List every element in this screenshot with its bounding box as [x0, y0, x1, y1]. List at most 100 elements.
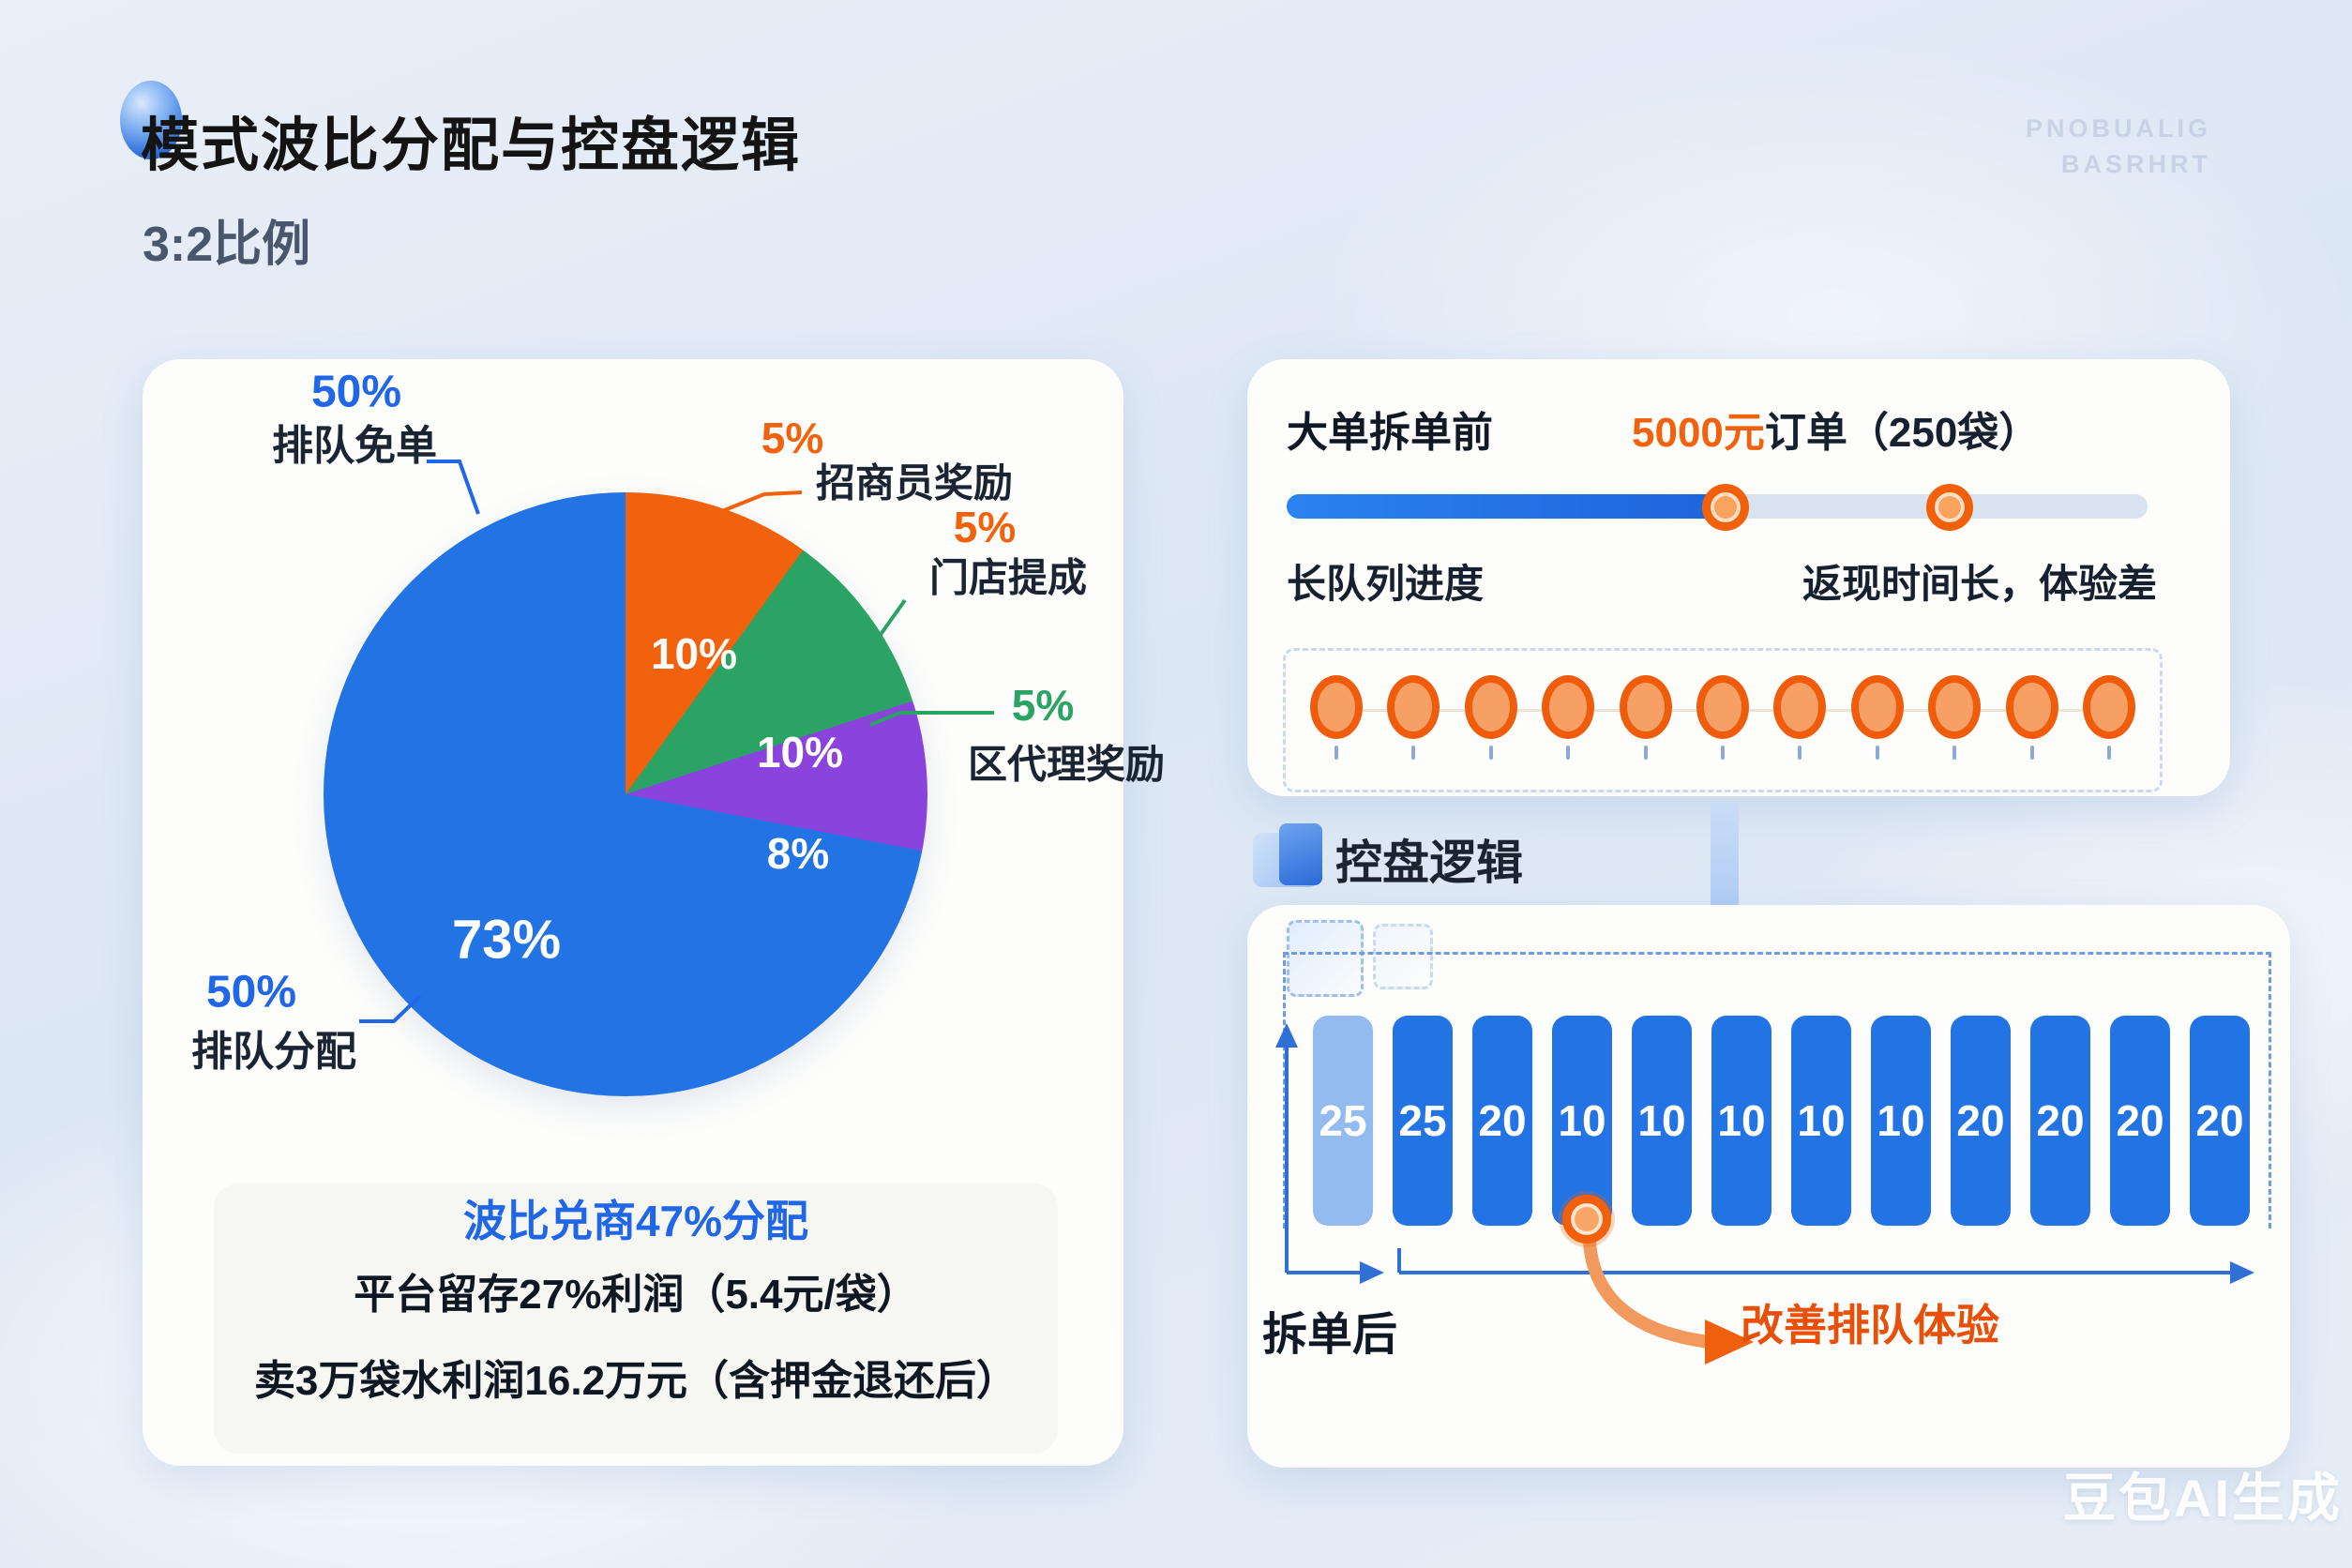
folder-icon [1253, 823, 1326, 891]
queue-dot [1696, 675, 1749, 760]
page-subtitle: 3:2比例 [143, 218, 311, 272]
queue-dot [1387, 675, 1440, 760]
slice-value-orange: 10% [650, 629, 738, 678]
ghost-box-icon-1 [1287, 920, 1364, 997]
queue-bar-value: 25 [1398, 1096, 1447, 1145]
bracket-lines [1275, 1023, 2254, 1364]
queue-dots-box [1283, 648, 2163, 792]
queue-bar-value: 10 [1797, 1096, 1846, 1145]
queue-bar: 10 [1791, 1016, 1851, 1226]
queue-bar: 20 [1951, 1016, 2011, 1226]
queue-bar: 20 [2030, 1016, 2090, 1226]
queue-bar-value: 25 [1319, 1096, 1367, 1145]
callout-pct-district-agent: 5% [1011, 681, 1075, 730]
queue-dot-icon [1928, 675, 1982, 739]
queue-bar-value: 10 [1637, 1096, 1686, 1145]
queue-dot-tick [2106, 746, 2111, 760]
queue-dot-tick [1411, 746, 1416, 760]
after-split-label: 拆单后 [1262, 1310, 1398, 1360]
ghost-box-icon-2 [1373, 924, 1433, 989]
summary-box: 波比兑商47%分配 平台留存27%利润（5.4元/袋） 卖3万袋水利润16.2万… [214, 1184, 1058, 1454]
summary-line2: 卖3万袋水利润16.2万元（含押金退还后） [253, 1358, 1018, 1404]
improve-experience-label: 改善排队体验 [1741, 1301, 1999, 1349]
label-cashback-slow: 返现时间长，体验差 [1802, 562, 2158, 606]
pie-chart [324, 492, 927, 1096]
queue-bar: 10 [1871, 1016, 1931, 1226]
queue-bar: 25 [1313, 1016, 1373, 1226]
callout-pct-queue-free: 50% [310, 367, 402, 417]
slider-handle-1[interactable] [1702, 484, 1750, 531]
queue-bar: 20 [1472, 1016, 1532, 1226]
label-queue-progress: 长队列进度 [1287, 562, 1485, 606]
queue-dot [1542, 675, 1595, 760]
queue-bar-value: 10 [1558, 1096, 1606, 1145]
split-panel-heading: 大单拆单前 [1287, 410, 1493, 456]
queue-dot-icon [2082, 675, 2135, 739]
callout-text-queue-free: 排队免单 [272, 423, 437, 469]
queue-dot-icon [1619, 675, 1672, 739]
queue-dot-tick [1798, 746, 1802, 760]
queue-dot [1850, 675, 1904, 760]
pie-card: 10% 10% 8% 73% 50% 排队免单 5% 招商员奖励 5% 门店提成… [143, 359, 1165, 1466]
order-label: 5000元订单（250袋） [1632, 399, 2040, 459]
callout-pct-queue-alloc: 50% [205, 967, 297, 1018]
queue-bar-value: 20 [2036, 1096, 2085, 1145]
queue-dot-icon [1542, 675, 1595, 739]
queue-dashed-frame [1283, 952, 2271, 1229]
queue-dot-icon [1696, 675, 1749, 739]
queue-dot [1310, 675, 1363, 760]
queue-bar: 20 [2110, 1016, 2170, 1226]
queue-dot-tick [2029, 746, 2034, 760]
summary-title: 波比兑商47%分配 [462, 1197, 809, 1245]
queue-dot-tick [1643, 746, 1648, 760]
control-panel-heading: 控盘逻辑 [1335, 837, 1523, 889]
callout-text-store: 门店提成 [928, 555, 1088, 600]
queue-bar: 20 [2190, 1016, 2250, 1226]
queue-dots-row [1310, 675, 2135, 760]
queue-bars: 25 25 20 10 10 10 10 10 20 20 20 20 [1313, 1016, 2250, 1226]
callout-pct-store: 5% [953, 503, 1017, 551]
summary-line1: 平台留存27%利润（5.4元/袋） [354, 1272, 918, 1318]
pie-leader-lines [359, 460, 994, 1023]
callout-text-district-agent: 区代理奖励 [967, 742, 1166, 787]
queue-dot [2082, 675, 2135, 760]
queue-bar: 10 [1552, 1016, 1612, 1226]
queue-dot [1928, 675, 1982, 760]
control-panel-card: 25 25 20 10 10 10 10 10 20 20 20 20 拆单后 [1247, 905, 2290, 1468]
callout-text-queue-alloc: 排队分配 [191, 1029, 356, 1075]
queue-bar: 10 [1632, 1016, 1692, 1226]
queue-dot-tick [1488, 746, 1493, 760]
slice-value-blue: 73% [451, 909, 562, 971]
queue-bar-value: 10 [1877, 1096, 1925, 1145]
queue-dot-tick [1720, 746, 1725, 760]
callout-pct-recruiter: 5% [761, 414, 824, 462]
queue-bar: 10 [1711, 1016, 1772, 1226]
queue-bar-value: 20 [1956, 1096, 2005, 1145]
progress-slider-fill [1287, 494, 1726, 519]
queue-dot-icon [2005, 675, 2058, 739]
watermark-top-line2: BASRHRT [2061, 150, 2211, 178]
callout-text-recruiter: 招商员奖励 [815, 460, 1014, 505]
queue-dot [1619, 675, 1672, 760]
order-detail: 订单（250袋） [1764, 410, 2041, 456]
queue-bar-value: 20 [1478, 1096, 1527, 1145]
queue-dot-icon [1387, 675, 1440, 739]
progress-slider[interactable] [1287, 484, 2148, 531]
queue-position-marker [1562, 1195, 1611, 1244]
queue-dot-tick [1952, 746, 1957, 760]
queue-dot-tick [1875, 746, 1879, 760]
queue-dot-icon [1310, 675, 1363, 739]
split-panel-card: 大单拆单前 5000元订单（250袋） 长队列进度 返现时间长，体验差 [1247, 359, 2230, 796]
watermark-bottom: 豆包AI生成 [2063, 1469, 2343, 1528]
queue-dot [2005, 675, 2058, 760]
slice-value-green: 10% [756, 728, 844, 776]
queue-bar-value: 20 [2195, 1096, 2244, 1145]
slider-handle-2[interactable] [1925, 484, 1973, 531]
queue-bar-value: 10 [1717, 1096, 1766, 1145]
queue-dot-icon [1850, 675, 1904, 739]
watermark-top: PNOBUALIG BASRHRT [2026, 111, 2211, 182]
queue-bar: 25 [1393, 1016, 1453, 1226]
slice-value-purple: 8% [766, 829, 830, 878]
queue-dot [1773, 675, 1827, 760]
